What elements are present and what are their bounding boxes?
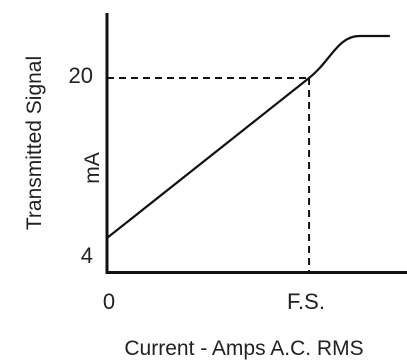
y-tick-label-4: 4 [81,243,93,268]
reference-lines [107,77,311,273]
x-axis-title: Current - Amps A.C. RMS [124,337,363,360]
axes [105,13,407,274]
series-group [106,34,390,239]
y-axis-title: Transmitted Signal [23,56,46,230]
x-tick-label-0: 0 [103,289,115,314]
y-tick-label-20: 20 [69,63,93,88]
x-tick-label-fs: F.S. [287,289,325,314]
series-line-1 [106,34,390,239]
y-axis-unit: mA [81,152,104,184]
